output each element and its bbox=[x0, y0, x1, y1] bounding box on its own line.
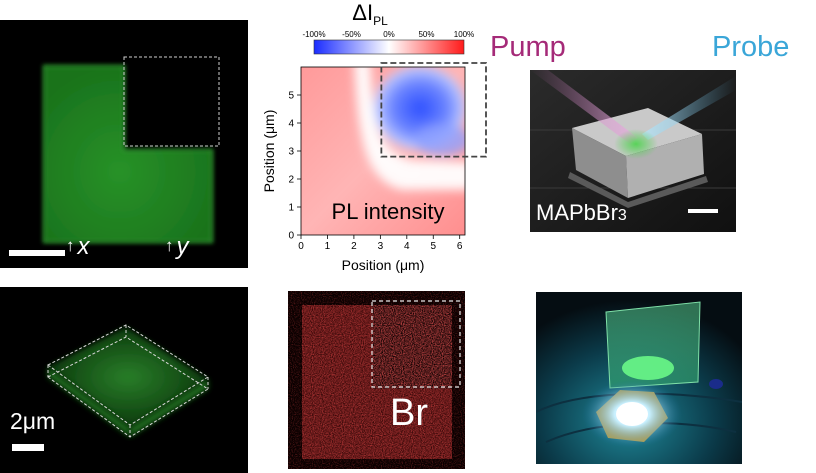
y-axis-ticks: 0 1 2 3 4 5 bbox=[288, 91, 301, 242]
colorbar-tick-label: 100% bbox=[454, 30, 474, 39]
colorbar-tick-label: -50% bbox=[342, 30, 361, 39]
fluorescence-3d-panel: 2μm bbox=[0, 287, 248, 473]
pl-lshape-image bbox=[42, 56, 220, 244]
sem-pump-probe-panel: Pump Probe bbox=[490, 30, 816, 234]
probe-label: Probe bbox=[712, 31, 790, 63]
y-tick-label: 4 bbox=[288, 119, 294, 130]
x-tick-label: 5 bbox=[430, 241, 436, 252]
y-axis-label: Position (μm) bbox=[262, 110, 277, 193]
device-photo bbox=[536, 292, 742, 464]
x-tick-label: 2 bbox=[351, 241, 357, 252]
colorbar-ticks: -100% -50% 0% 50% 100% bbox=[302, 30, 474, 39]
x-tick-label: 1 bbox=[325, 241, 331, 252]
dashed-region-box bbox=[123, 56, 220, 147]
y-tick-label: 0 bbox=[288, 231, 294, 242]
pl-image-panel: ↑ x ↑ y bbox=[0, 20, 248, 268]
heatmap-field bbox=[301, 67, 465, 235]
y-tick-label: 3 bbox=[288, 147, 294, 158]
scale-bar bbox=[12, 444, 44, 451]
colorbar-tick-label: 0% bbox=[383, 30, 395, 39]
device-photo-panel bbox=[536, 292, 742, 464]
x-axis-label: Position (μm) bbox=[342, 257, 425, 273]
sem-material-label: MAPbBr3 bbox=[536, 200, 627, 225]
dashed-region-box bbox=[371, 300, 461, 388]
scale-label: 2μm bbox=[10, 408, 56, 434]
pump-label: Pump bbox=[490, 31, 566, 63]
x-axis-ticks: 0 1 2 3 4 5 6 bbox=[298, 235, 463, 252]
x-tick-label: 3 bbox=[378, 241, 384, 252]
y-arrow-label: ↑ y bbox=[165, 233, 189, 260]
br-elemental-map bbox=[288, 291, 465, 469]
y-tick-label: 5 bbox=[288, 91, 294, 102]
colorbar bbox=[313, 39, 465, 55]
x-tick-label: 4 bbox=[404, 241, 410, 252]
edx-br-map-panel: Br bbox=[288, 291, 465, 469]
x-tick-label: 0 bbox=[298, 241, 304, 252]
colorbar-tick-label: 50% bbox=[418, 30, 434, 39]
scale-bar bbox=[9, 250, 65, 256]
y-tick-label: 2 bbox=[288, 175, 294, 186]
element-label: Br bbox=[390, 392, 428, 434]
delta-pl-chart: ΔIPL -100% -50% 0% 50% 100% 0 1 2 3 4 5 6 0 1 2 3 4 5 P… bbox=[262, 0, 487, 273]
scale-bar bbox=[688, 209, 718, 213]
x-arrow-label: ↑ x bbox=[66, 233, 90, 260]
colorbar-title: ΔIPL bbox=[352, 0, 388, 28]
pl-intensity-label: PL intensity bbox=[332, 199, 445, 224]
crystal-3d-image bbox=[47, 324, 209, 438]
sem-image: MAPbBr3 bbox=[530, 70, 736, 232]
y-tick-label: 1 bbox=[288, 203, 294, 214]
dashed-crystal-outline bbox=[47, 324, 209, 438]
delta-pl-map-panel: ΔIPL -100% -50% 0% 50% 100% 0 1 2 3 4 5 6 0 1 2 3 4 5 P… bbox=[262, 0, 492, 275]
x-tick-label: 6 bbox=[457, 241, 463, 252]
colorbar-tick-label: -100% bbox=[302, 30, 325, 39]
